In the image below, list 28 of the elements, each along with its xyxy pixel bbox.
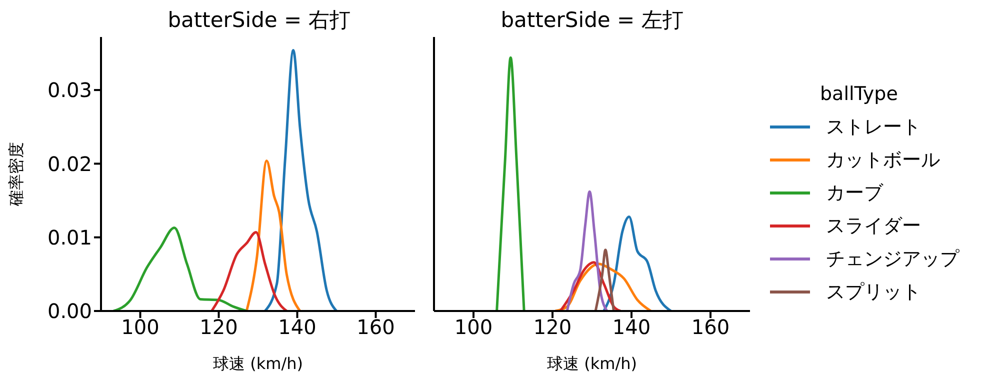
chart-title: batterSide = 左打 [500,7,684,34]
x-tick-label: 120 [533,315,572,340]
legend-label: スプリット [826,280,921,305]
legend-label: カットボール [826,148,940,173]
legend-label: チェンジアップ [826,247,959,272]
x-axis-title: 球速 (km/h) [547,354,637,373]
line-series [112,226,248,311]
legend-label: ストレート [826,115,921,140]
x-tick-label: 100 [454,315,493,340]
legend-label: スライダー [826,214,921,239]
y-axis-title: 確率密度 [6,142,26,207]
x-tick-label: 140 [612,315,651,340]
y-tick-label: 0.03 [47,78,92,102]
x-tick-label: 100 [121,315,160,340]
line-series [210,230,288,311]
x-tick-label: 160 [356,315,395,340]
x-tick-label: 120 [200,315,238,340]
y-tick-label: 0.02 [47,152,92,176]
y-tick-label: 0.00 [47,299,92,324]
x-axis-title: 球速 (km/h) [213,354,303,373]
line-series [264,49,338,311]
legend-label: カーブ [826,181,883,206]
legend-title: ballType [820,82,899,104]
x-tick-label: 140 [278,315,316,340]
chart-title: batterSide = 右打 [166,7,352,34]
y-tick-label: 0.01 [47,225,92,250]
line-series [245,159,302,311]
x-tick-label: 160 [691,315,730,340]
